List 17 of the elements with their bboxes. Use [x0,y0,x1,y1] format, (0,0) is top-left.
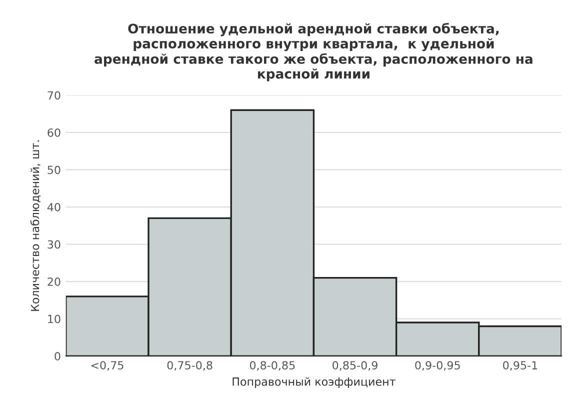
y-tick-label: 70 [48,91,60,100]
x-tick-label: 0,75-0,8 [167,361,212,371]
y-axis-title: Количество наблюдений, шт. [30,140,41,311]
y-tick-label: 20 [48,277,60,286]
x-tick-label: 0,9-0,95 [415,361,460,371]
y-tick-label: 50 [48,166,60,174]
x-tick-label: 0,95-1 [503,361,538,371]
x-tick-label: <0,75 [91,361,124,371]
y-tick-label: 40 [47,202,60,212]
x-tick-label: 0,85-0,9 [332,361,378,371]
y-tick-label: 30 [48,240,60,249]
y-tick-label: 0 [54,352,60,360]
chart-title: Отношение удельной арендной ставки объекта, расположенного внутри квартала, к удельной арендной ставке такого же объекта, расположенного на красной линии [94,22,532,82]
y-tick-label: 10 [48,314,60,324]
y-tick-label: 60 [48,128,60,137]
x-tick-label: 0,8-0,85 [250,361,295,371]
x-axis-title: Поправочный коэффициент [232,377,396,388]
